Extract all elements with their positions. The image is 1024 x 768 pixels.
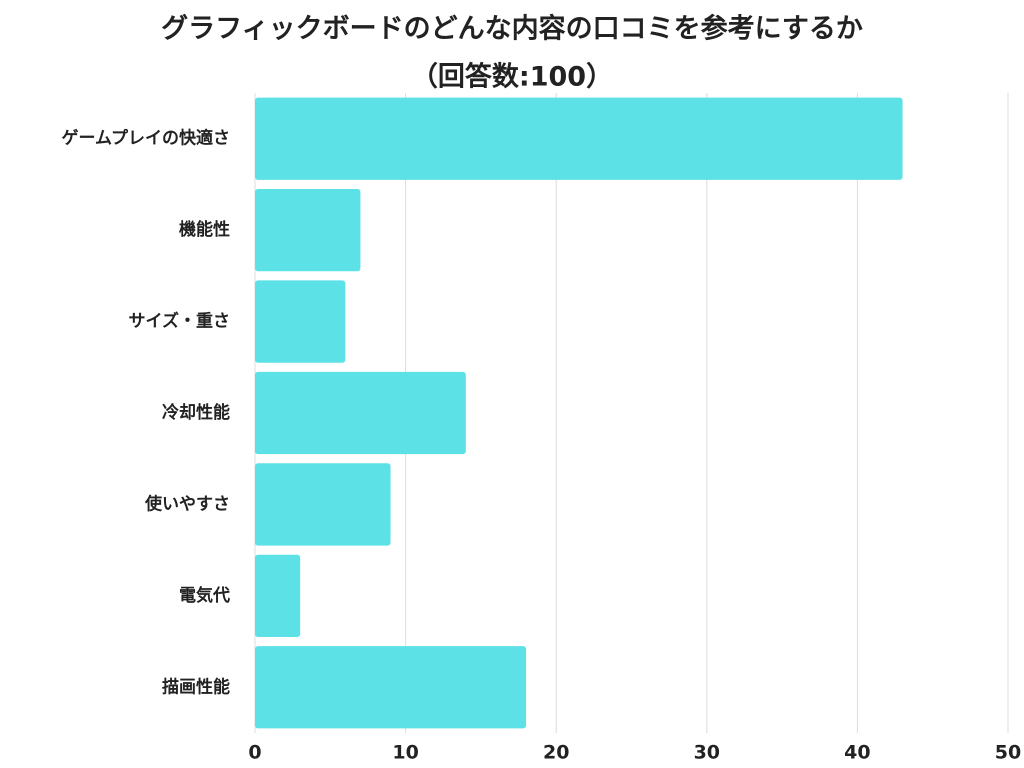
y-tick-label: サイズ・重さ [129, 311, 231, 332]
y-tick-label: 使いやすさ [144, 493, 230, 514]
x-tick-label: 20 [543, 742, 569, 764]
y-tick-label: 冷却性能 [162, 402, 230, 423]
y-tick-label: 機能性 [179, 219, 230, 240]
y-tick-label: 描画性能 [162, 676, 230, 697]
chart-title: グラフィックボードのどんな内容の口コミを参考にするか [161, 13, 863, 45]
chart-subtitle: （回答数:100） [411, 61, 613, 93]
bar [255, 554, 301, 637]
y-tick-label: 電気代 [179, 585, 230, 606]
x-tick-label: 50 [995, 742, 1021, 764]
bar [255, 189, 361, 272]
bar [255, 646, 527, 729]
y-tick-label: ゲームプレイの快適さ [62, 128, 230, 149]
x-tick-label: 30 [694, 742, 720, 764]
x-tick-label: 10 [392, 742, 418, 764]
x-tick-label: 0 [248, 742, 261, 764]
bar [255, 463, 391, 546]
bar [255, 371, 466, 455]
bar [255, 280, 346, 363]
x-tick-label: 40 [844, 742, 870, 764]
bar [255, 97, 903, 180]
